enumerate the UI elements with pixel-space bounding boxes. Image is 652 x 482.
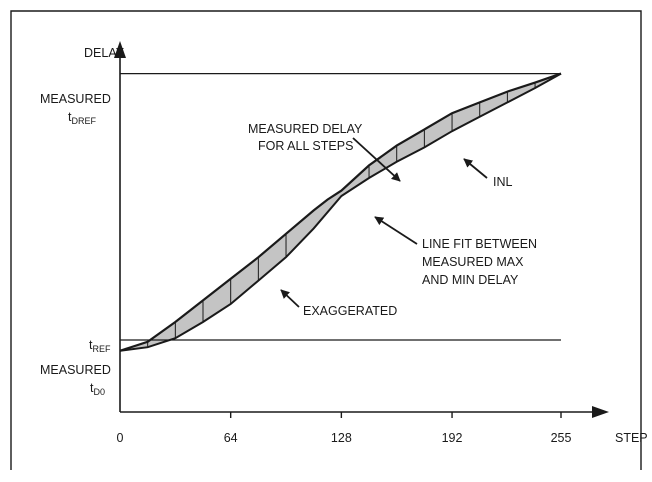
y-axis-arrowhead: [114, 41, 126, 58]
x-ticks: 0 64 128 192 255: [117, 412, 572, 445]
dref-prefix-label: MEASURED: [40, 92, 111, 106]
d0-sub: D0: [93, 387, 105, 397]
dref-sub: DREF: [71, 116, 96, 126]
x-axis-title: STEP: [615, 431, 648, 445]
line-fit-annotation-line3: AND MIN DELAY: [422, 273, 519, 287]
tref-label: tREF: [89, 338, 111, 354]
inl-annotation: INL: [493, 175, 513, 189]
exaggerated-arrow: [280, 289, 300, 308]
measured-delay-annotation-line1: MEASURED DELAY: [248, 122, 363, 136]
d0-label: tD0: [90, 381, 105, 397]
line-fit-annotation-line2: MEASURED MAX: [422, 255, 524, 269]
line-fit-annotation-line1: LINE FIT BETWEEN: [422, 237, 537, 251]
dref-main: t: [68, 110, 72, 124]
line-fit-curve: [119, 72, 562, 352]
measured-delay-arrow: [352, 137, 401, 182]
x-tick-label: 128: [331, 431, 352, 445]
inl-arrow: [463, 158, 488, 179]
x-tick-label: 64: [224, 431, 238, 445]
d0-prefix-label: MEASURED: [40, 363, 111, 377]
x-axis-arrowhead: [592, 406, 609, 418]
d0-main: t: [90, 381, 94, 395]
chart-frame: [10, 10, 642, 470]
tref-main: t: [89, 338, 93, 352]
tref-sub: REF: [92, 344, 111, 354]
line-fit-arrow: [374, 216, 418, 245]
measured-delay-annotation-line2: FOR ALL STEPS: [258, 139, 353, 153]
measured-delay-curve: [119, 72, 562, 352]
x-tick-label: 255: [551, 431, 572, 445]
dref-label: tDREF: [68, 110, 96, 126]
y-axis-title: DELAY: [84, 46, 125, 60]
exaggerated-annotation: EXAGGERATED: [303, 304, 397, 318]
x-tick-label: 192: [442, 431, 463, 445]
x-tick-label: 0: [117, 431, 124, 445]
